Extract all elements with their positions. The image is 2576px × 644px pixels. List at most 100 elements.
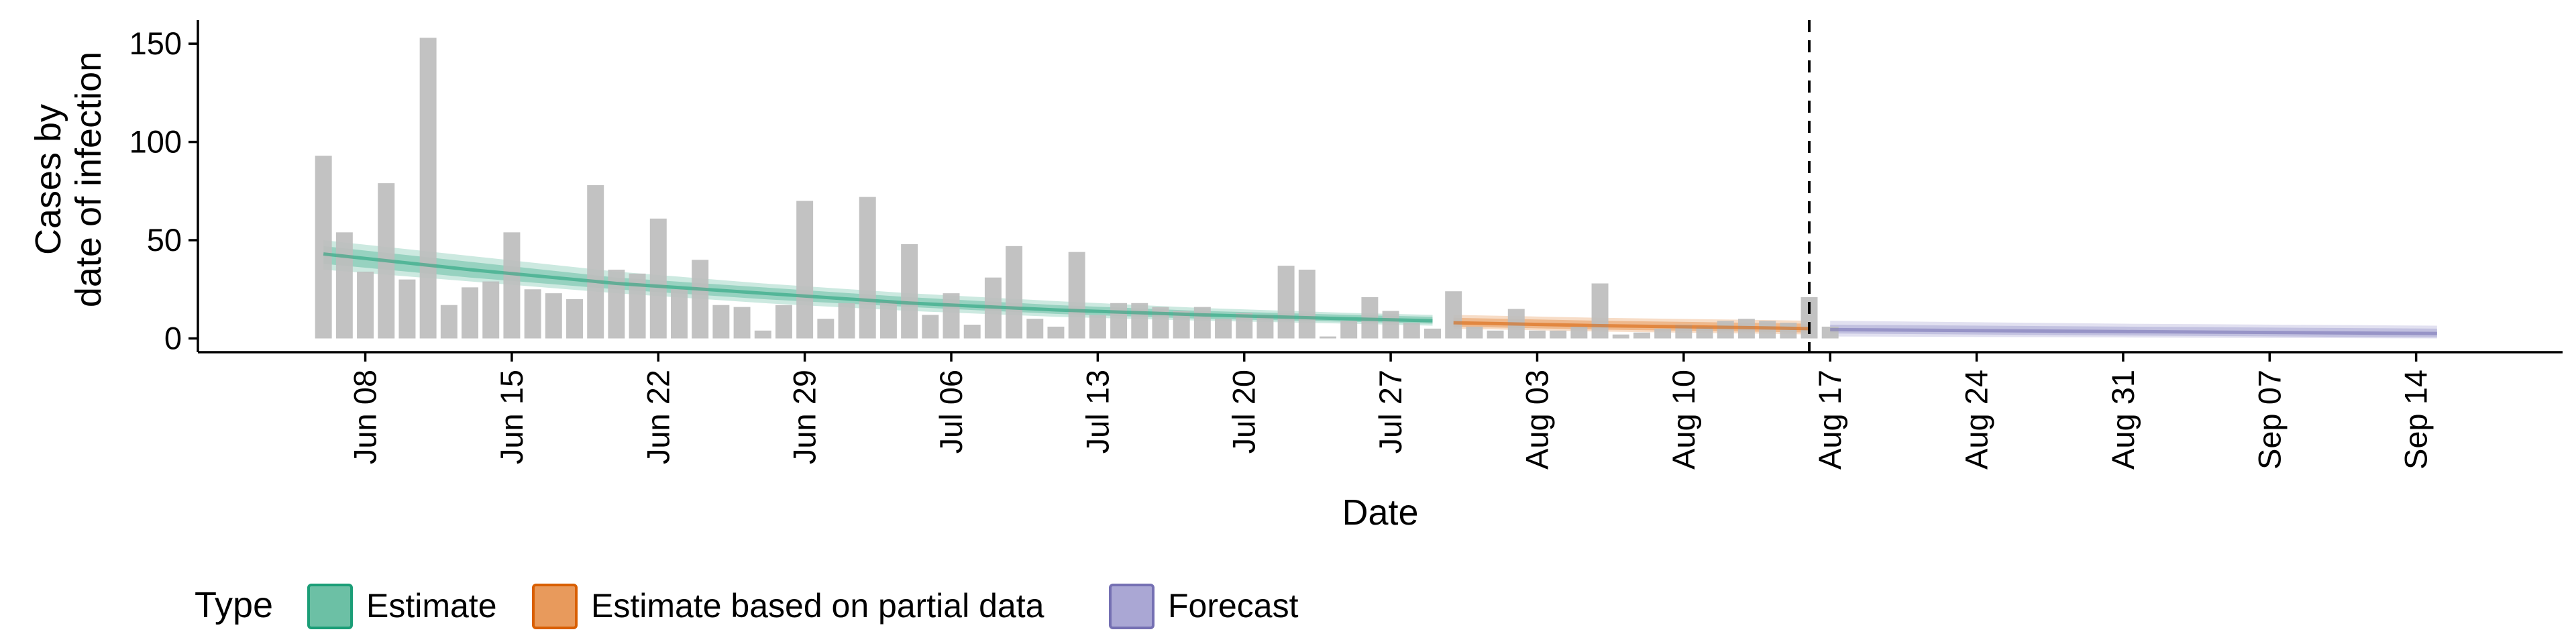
case-bar — [963, 324, 981, 339]
case-bar — [649, 218, 667, 339]
case-bar — [1131, 303, 1148, 339]
x-tick-label: Aug 24 — [1959, 370, 1994, 470]
x-tick-label: Jun 22 — [640, 370, 676, 464]
case-bar — [1110, 303, 1128, 339]
y-axis-ticks: 0 50 100 150 — [129, 25, 198, 356]
case-bar — [503, 232, 521, 339]
case-bar — [1320, 336, 1336, 339]
x-tick-label: Sep 07 — [2251, 370, 2287, 470]
case-bar — [1340, 321, 1358, 339]
case-bar — [524, 289, 541, 339]
bars-layer — [315, 38, 1839, 339]
case-bar — [315, 156, 332, 339]
case-bar — [1591, 283, 1609, 339]
case-bar — [1633, 332, 1650, 339]
case-bar — [440, 305, 458, 339]
legend-label: Estimate based on partial data — [591, 587, 1044, 625]
case-bar — [1717, 321, 1734, 339]
legend-label: Forecast — [1168, 587, 1299, 625]
case-bar — [733, 307, 751, 339]
case-bar — [1277, 266, 1295, 339]
y-tick-label: 150 — [129, 25, 182, 61]
case-bar — [545, 293, 562, 339]
case-bar — [1403, 323, 1420, 339]
x-tick-label: Sep 14 — [2398, 370, 2434, 470]
case-bar — [1466, 326, 1483, 339]
case-bar — [1445, 291, 1462, 339]
y-axis-title: Cases bydate of infection — [28, 52, 109, 307]
case-bar — [482, 281, 500, 339]
case-bar — [335, 232, 353, 339]
case-bar — [775, 305, 792, 339]
case-bar — [1193, 307, 1211, 339]
case-bar — [1382, 311, 1399, 339]
x-tick-label: Aug 10 — [1666, 370, 1701, 470]
x-axis-title: Date — [1342, 492, 1418, 533]
case-bar — [1696, 326, 1713, 339]
case-bar — [1068, 252, 1085, 339]
median-line-1 — [1453, 321, 1810, 331]
y-axis-title-line: Cases by — [28, 104, 68, 255]
legend-key — [1109, 584, 1155, 629]
x-tick-label: Jul 13 — [1079, 370, 1115, 453]
y-tick-label: 0 — [164, 320, 182, 356]
case-bar — [1026, 319, 1044, 339]
case-bar — [1570, 326, 1588, 339]
case-bar — [1006, 246, 1023, 339]
case-bar — [817, 319, 835, 339]
case-bar — [1298, 269, 1316, 339]
x-axis-ticks: Jun 08 Jun 15 Jun 22 Jun 29 Jul 06 Jul 13 Jul … — [347, 352, 2434, 470]
x-tick-label: Jul 20 — [1226, 370, 1262, 453]
case-bar — [462, 287, 479, 339]
case-bar — [419, 38, 437, 339]
case-bar — [608, 269, 625, 339]
case-bar — [796, 201, 814, 339]
case-bar — [1612, 334, 1629, 339]
case-bar — [922, 315, 939, 339]
case-bar — [901, 244, 918, 339]
case-bar — [1215, 319, 1232, 339]
legend-label: Estimate — [366, 587, 497, 625]
case-bar — [587, 185, 604, 339]
case-bar — [1550, 330, 1567, 339]
legend: Type Estimate Estimate based on partial d… — [195, 584, 1299, 629]
ribbon-inner-0 — [323, 246, 1433, 324]
case-bar — [1089, 315, 1106, 339]
legend-key — [307, 584, 353, 629]
case-bar — [1256, 315, 1274, 339]
x-tick-label: Jun 08 — [347, 370, 383, 464]
case-bar — [671, 289, 688, 339]
legend-key — [532, 584, 578, 629]
case-bar — [838, 303, 855, 339]
case-bar — [1424, 328, 1441, 339]
case-bar — [1487, 330, 1504, 339]
median-line-2 — [1830, 327, 2437, 335]
x-tick-label: Aug 03 — [1519, 370, 1554, 470]
x-tick-label: Jul 27 — [1373, 370, 1408, 453]
y-tick-label: 50 — [147, 222, 182, 258]
case-bar — [357, 271, 374, 339]
case-bar — [712, 305, 730, 339]
case-bar — [1047, 326, 1065, 339]
median-lines-layer — [323, 252, 2437, 335]
y-axis-title-line: date of infection — [68, 52, 109, 307]
case-bar — [943, 293, 960, 339]
case-bar — [1780, 323, 1797, 339]
case-bar — [754, 330, 771, 339]
x-tick-label: Aug 31 — [2105, 370, 2141, 470]
case-bar — [859, 197, 876, 339]
x-tick-label: Aug 17 — [1812, 370, 1847, 470]
case-bar — [879, 301, 897, 339]
median-line-0 — [323, 252, 1433, 323]
y-tick-label: 100 — [129, 124, 182, 160]
case-bar — [1528, 330, 1546, 339]
case-bar — [566, 299, 583, 339]
case-bar — [1654, 328, 1672, 339]
case-bar — [692, 260, 709, 339]
case-bar — [398, 279, 416, 339]
x-tick-label: Jun 29 — [787, 370, 822, 464]
x-tick-label: Jul 06 — [933, 370, 969, 453]
legend-title: Type — [195, 585, 273, 625]
x-tick-label: Jun 15 — [494, 370, 529, 464]
